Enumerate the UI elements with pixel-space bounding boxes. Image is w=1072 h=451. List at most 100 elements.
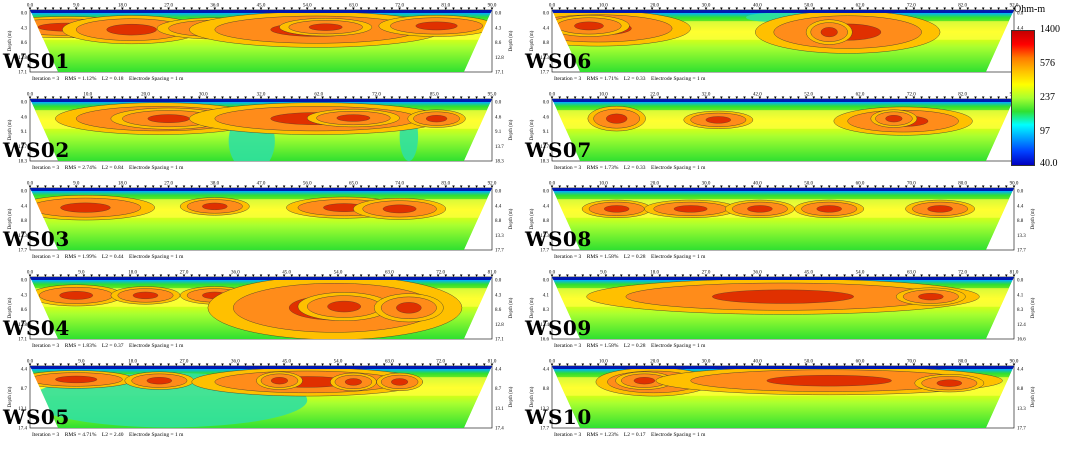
depth-axis-label-left: Depth (m) xyxy=(530,208,535,229)
electrode-marker xyxy=(812,363,816,366)
depth-tick-label-left: 0.0 xyxy=(543,101,550,106)
electrode-marker xyxy=(620,185,623,188)
electrode-marker xyxy=(44,7,47,10)
electrode-marker xyxy=(236,7,240,10)
electrode-marker xyxy=(421,7,424,10)
depth-tick-label-left: 8.6 xyxy=(21,41,28,46)
x-tick-label: 63.0 xyxy=(385,271,394,276)
depth-axis-label-right: Depth (m) xyxy=(509,30,514,51)
electrode-marker xyxy=(974,363,977,366)
electrode-marker xyxy=(1012,185,1016,188)
electrode-marker xyxy=(658,96,662,99)
depth-tick-label-right: 4.3 xyxy=(495,293,502,298)
electrode-marker xyxy=(190,274,193,277)
x-tick-label: 0.0 xyxy=(27,93,34,98)
high-anomaly-core xyxy=(927,205,953,213)
electrode-marker xyxy=(573,96,577,99)
electrode-marker xyxy=(44,96,47,99)
depth-tick-label-right: 13.7 xyxy=(495,145,504,150)
pseudosection-ws03: 0.0 9.0 18.0 27.0 38.0 47.0 56.0 65.0 74.0 83.0 92… xyxy=(0,180,514,266)
electrode-marker xyxy=(650,185,654,188)
electrode-marker xyxy=(712,274,715,277)
electrode-marker xyxy=(406,96,409,99)
depth-tick-label-left: 8.8 xyxy=(543,41,550,46)
depth-tick-label-right: 8.8 xyxy=(1017,219,1024,224)
electrode-marker xyxy=(28,274,32,277)
electrode-marker xyxy=(928,185,931,188)
electrode-marker xyxy=(352,363,355,366)
electrode-marker xyxy=(881,274,885,277)
electrode-marker xyxy=(67,96,70,99)
depth-axis-label-right: Depth (m) xyxy=(1031,386,1036,407)
x-tick-label: 60.0 xyxy=(856,360,865,365)
x-tick-label: 36.0 xyxy=(231,360,240,365)
electrode-marker xyxy=(51,274,55,277)
electrode-marker xyxy=(82,7,86,10)
electrode-marker xyxy=(612,96,615,99)
electrode-marker xyxy=(236,274,240,277)
electrode-marker xyxy=(743,185,746,188)
electrode-marker xyxy=(889,96,893,99)
pseudosection-plot: 0.010.022.032.042.052.062.072.082.092.00… xyxy=(530,93,1036,165)
electrode-marker xyxy=(804,185,808,188)
high-anomaly-core xyxy=(604,205,630,213)
electrode-marker xyxy=(167,7,170,10)
x-tick-label: 45.0 xyxy=(282,360,291,365)
electrode-marker xyxy=(797,274,800,277)
x-tick-label: 30.0 xyxy=(702,360,711,365)
electrode-marker xyxy=(51,96,55,99)
electrode-marker xyxy=(827,96,831,99)
electrode-marker xyxy=(429,7,432,10)
electrode-marker xyxy=(359,185,363,188)
electrode-marker xyxy=(604,363,608,366)
electrode-marker xyxy=(175,363,178,366)
electrode-marker xyxy=(912,363,916,366)
depth-tick-label-right: 4.6 xyxy=(495,115,502,120)
electrode-marker xyxy=(28,363,32,366)
depth-axis-label-left: Depth (m) xyxy=(8,30,13,51)
electrode-marker xyxy=(997,96,1000,99)
x-tick-label: 40.0 xyxy=(753,360,762,365)
panel-name: WS07 xyxy=(525,138,592,162)
depth-tick-label-left: 13.3 xyxy=(540,407,549,412)
electrode-marker xyxy=(943,185,946,188)
electrode-marker xyxy=(604,7,608,10)
panel-name: WS01 xyxy=(3,49,70,73)
depth-tick-label-right: 17.7 xyxy=(1017,427,1026,432)
depth-tick-label-left: 8.3 xyxy=(543,308,550,313)
electrode-marker xyxy=(858,96,862,99)
pseudosection-ws02: 0.0 10.0 20.0 30.0 32.0 62.0 72.0 85.0 95.0 0.0 0.… xyxy=(0,91,514,177)
electrode-marker xyxy=(151,96,155,99)
electrode-marker xyxy=(851,7,854,10)
electrode-marker xyxy=(735,96,739,99)
electrode-marker xyxy=(375,274,378,277)
electrode-marker xyxy=(290,274,294,277)
x-tick-label: 18.0 xyxy=(650,271,659,276)
electrode-marker xyxy=(344,7,347,10)
electrode-marker xyxy=(612,363,615,366)
electrode-marker xyxy=(244,274,247,277)
electrode-marker xyxy=(858,274,862,277)
depth-tick-label-left: 4.3 xyxy=(21,293,28,298)
electrode-marker xyxy=(252,7,255,10)
electrode-marker xyxy=(904,96,908,99)
electrode-marker xyxy=(282,363,286,366)
electrode-marker xyxy=(336,274,340,277)
legend-label-3: 237 xyxy=(1040,92,1055,103)
electrode-marker xyxy=(743,7,746,10)
electrode-marker xyxy=(336,185,340,188)
inversion-info: Iteration = 3 RMS = 1.73% L2 = 0.33 Elec… xyxy=(554,165,706,171)
electrode-marker xyxy=(935,185,939,188)
electrode-marker xyxy=(989,7,993,10)
depth-tick-label-right: 17.7 xyxy=(1017,249,1026,254)
electrode-marker xyxy=(290,185,294,188)
electrode-marker xyxy=(51,7,55,10)
electrode-marker xyxy=(252,185,255,188)
depth-tick-label-left: 4.4 xyxy=(543,26,550,31)
electrode-marker xyxy=(236,96,240,99)
electrode-marker xyxy=(658,7,662,10)
electrode-marker xyxy=(566,7,569,10)
electrode-marker xyxy=(766,185,769,188)
electrode-marker xyxy=(620,96,623,99)
x-tick-label: 9.0 xyxy=(78,360,85,365)
